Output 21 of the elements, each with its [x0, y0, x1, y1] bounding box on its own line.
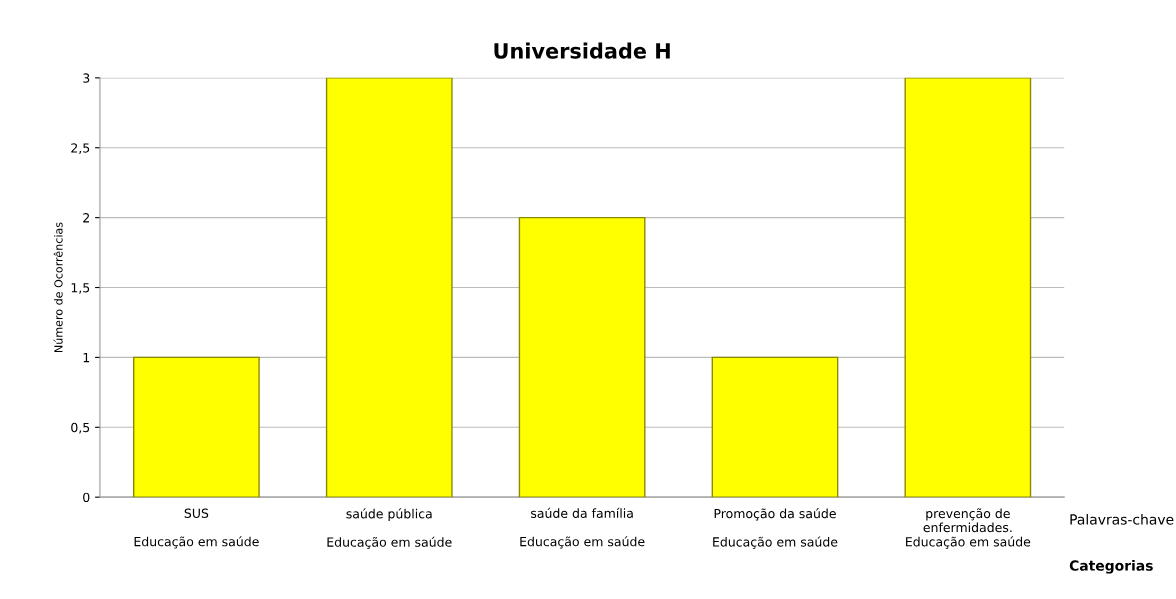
- bar: [904, 77, 1032, 498]
- x-tick-label: prevenção de enfermidades. Educação em saúde: [906, 508, 1031, 549]
- bar: [133, 356, 260, 498]
- bar: [325, 77, 453, 498]
- y-tick-label: 1: [83, 353, 90, 363]
- y-tick-label: 0,5: [71, 422, 90, 434]
- category-label: Promoção da saúde Educação em saúde: [713, 508, 838, 549]
- y-tick-label: 3: [83, 73, 90, 83]
- category-label: saúde pública Educação em saúde: [327, 508, 452, 550]
- y-tick-label: 1,5: [71, 283, 90, 294]
- bar: [518, 216, 646, 498]
- y-tick-label: 2,5: [71, 143, 90, 154]
- text: Categorias: [1069, 560, 1153, 574]
- y-axis-title: Número de Ocorrências: [53, 222, 63, 352]
- y-tick-label: 2: [83, 213, 89, 223]
- category-label: SUS Educação em saúde: [134, 508, 259, 549]
- category-label: saúde da família Educação em saúde: [520, 507, 645, 549]
- text: Palavras-chave: [1070, 513, 1174, 525]
- bar: [711, 356, 839, 498]
- y-tick-label: 0: [83, 492, 90, 503]
- chart-title: Universidade H: [494, 42, 670, 59]
